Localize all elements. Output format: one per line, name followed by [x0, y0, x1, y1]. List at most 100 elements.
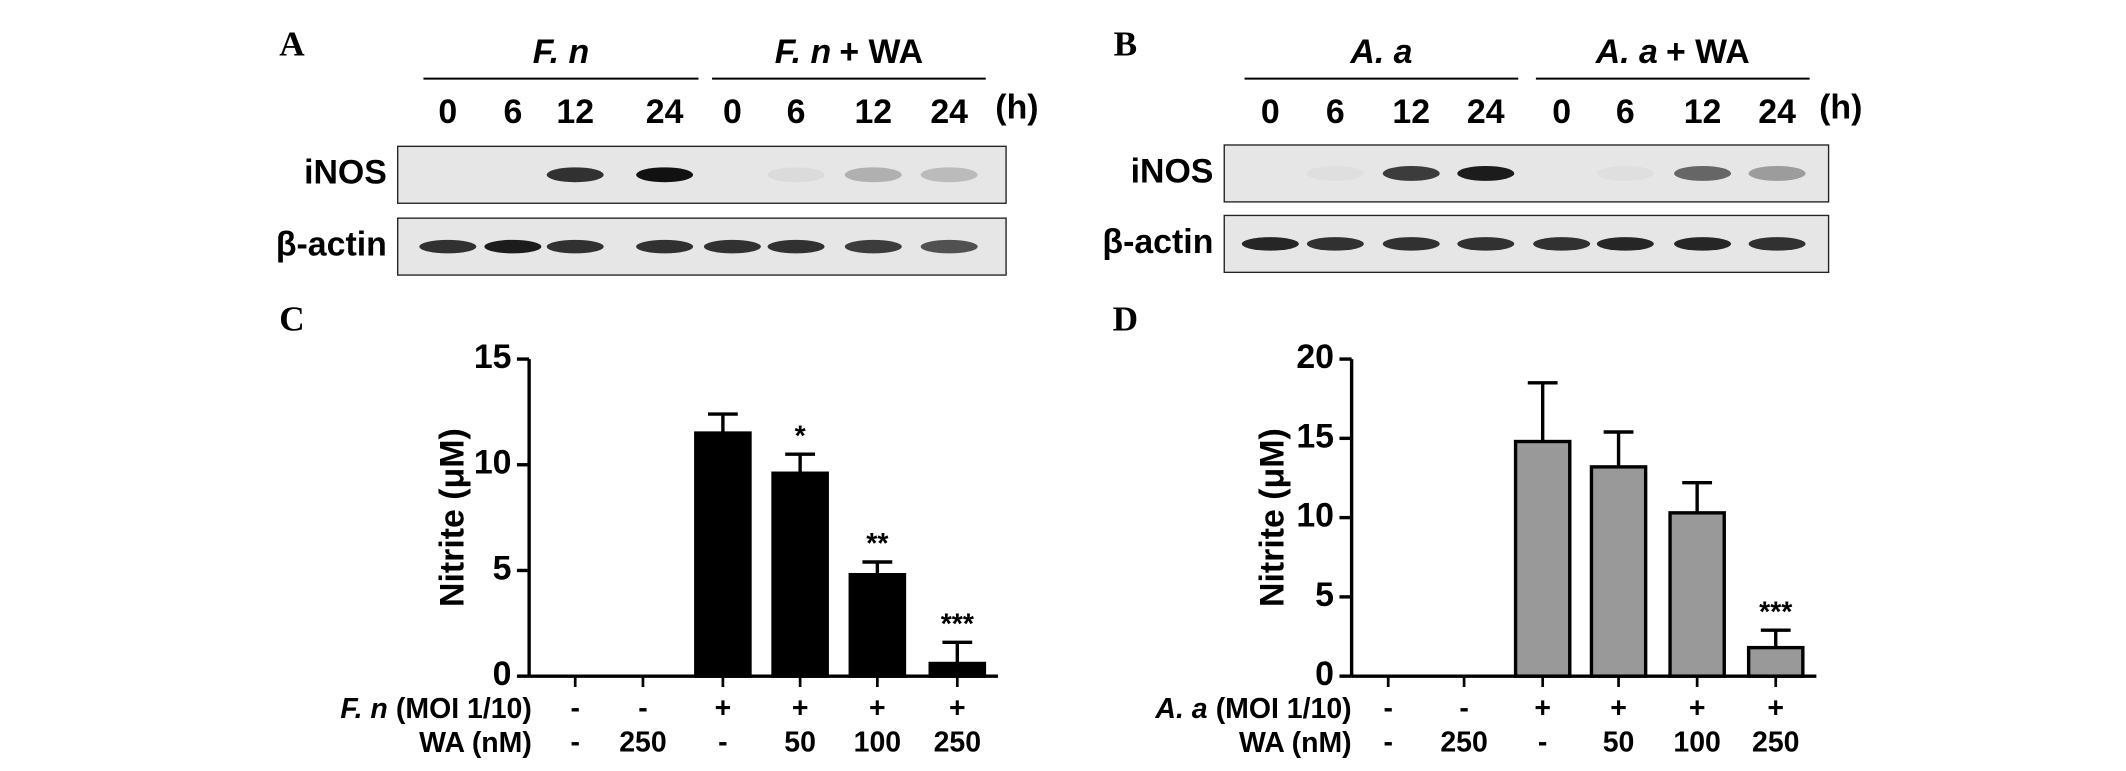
band [1241, 237, 1299, 251]
band [1674, 237, 1732, 251]
x-row-value: - [1538, 726, 1547, 758]
y-tick-label: 15 [1296, 417, 1334, 455]
band [703, 239, 761, 254]
italic-part: A. a [1154, 693, 1207, 725]
x-row-value: - [570, 693, 579, 725]
y-tick-label: 5 [1315, 576, 1334, 614]
band [1382, 237, 1440, 251]
row-label: iNOS [304, 154, 387, 192]
time-label: 12 [556, 93, 594, 131]
time-label: 0 [1552, 93, 1571, 131]
band [767, 239, 825, 254]
y-tick-label: 5 [493, 549, 512, 587]
band [1596, 237, 1654, 251]
x-row-value: + [792, 693, 809, 725]
y-axis-label: Nitrite (μM) [1253, 428, 1291, 607]
band [546, 167, 604, 183]
panel-letter: D [1113, 300, 1138, 339]
text-part: WA (nM) [1239, 726, 1352, 758]
group-label: F. n + WA [775, 33, 923, 71]
y-axis-label: Nitrite (μM) [434, 428, 472, 607]
row-label: β-actin [1102, 223, 1213, 261]
x-row-value: 250 [619, 726, 666, 758]
x-row-value: 250 [934, 726, 981, 758]
time-label: 6 [787, 93, 806, 131]
time-label: 6 [1326, 93, 1345, 131]
band [1748, 165, 1806, 181]
row-label: iNOS [1131, 152, 1214, 190]
band [1748, 237, 1806, 251]
time-label: 12 [1392, 93, 1430, 131]
group-label: A. a [1349, 33, 1412, 71]
italic-part: F. n [775, 33, 831, 71]
time-label: 24 [646, 93, 684, 131]
significance: *** [1759, 596, 1793, 628]
x-row-label: WA (nM) [1239, 726, 1352, 758]
x-row-value: - [1383, 726, 1392, 758]
x-row-value: - [718, 726, 727, 758]
y-tick-label: 10 [1296, 497, 1334, 535]
significance: ** [866, 528, 889, 560]
y-tick-label: 0 [1315, 655, 1334, 693]
band [1533, 237, 1591, 251]
text-part: (MOI 1/10) [1216, 693, 1352, 725]
panel-letter: B [1114, 25, 1138, 64]
x-row-value: - [570, 726, 579, 758]
bar [1513, 439, 1572, 678]
y-tick-label: 20 [1296, 338, 1334, 376]
x-row-value: + [869, 693, 886, 725]
time-label: 12 [854, 93, 892, 131]
time-label: 24 [930, 93, 968, 131]
bar [1589, 465, 1648, 678]
y-tick-label: 10 [474, 444, 512, 482]
band [767, 167, 825, 183]
band [1382, 165, 1440, 181]
italic-part: F. n [340, 693, 387, 725]
band [844, 167, 902, 183]
x-row-value: - [638, 693, 647, 725]
time-unit: (h) [995, 89, 1038, 127]
x-row-value: 100 [854, 726, 901, 758]
y-tick-label: 15 [474, 338, 512, 376]
group-label: F. n [533, 33, 589, 71]
time-unit: (h) [1819, 89, 1862, 127]
time-label: 12 [1684, 93, 1722, 131]
x-row-value: 50 [784, 726, 816, 758]
text-part: + WA [1666, 33, 1750, 71]
significance: *** [941, 609, 975, 641]
band [419, 239, 477, 254]
time-label: 24 [1758, 93, 1796, 131]
bar [848, 572, 907, 678]
time-label: 6 [503, 93, 522, 131]
bar [1746, 645, 1805, 678]
italic-part: A. a [1349, 33, 1412, 71]
x-row-value: 250 [1752, 726, 1799, 758]
x-row-value: + [715, 693, 732, 725]
band [844, 239, 902, 254]
x-row-label: F. n (MOI 1/10) [340, 693, 531, 725]
band [1457, 237, 1515, 251]
bar [771, 471, 829, 678]
time-label: 0 [723, 93, 742, 131]
x-row-value: + [949, 693, 966, 725]
row-label: β-actin [276, 226, 387, 264]
blot-strip [397, 145, 1007, 204]
band [636, 239, 694, 254]
bar [928, 661, 987, 678]
x-row-value: + [1534, 693, 1551, 725]
x-row-value: 100 [1673, 726, 1720, 758]
time-label: 0 [438, 93, 457, 131]
italic-part: F. n [533, 33, 589, 71]
italic-part: A. a [1595, 33, 1658, 71]
x-row-value: + [1767, 693, 1784, 725]
x-row-value: - [1383, 693, 1392, 725]
x-row-value: 250 [1440, 726, 1487, 758]
x-row-label: A. a (MOI 1/10) [1154, 693, 1351, 725]
bar [1668, 511, 1726, 678]
text-part: WA (nM) [419, 726, 532, 758]
band [1457, 165, 1515, 181]
band [1307, 166, 1364, 181]
time-label: 0 [1261, 93, 1280, 131]
x-row-value: + [1689, 693, 1706, 725]
